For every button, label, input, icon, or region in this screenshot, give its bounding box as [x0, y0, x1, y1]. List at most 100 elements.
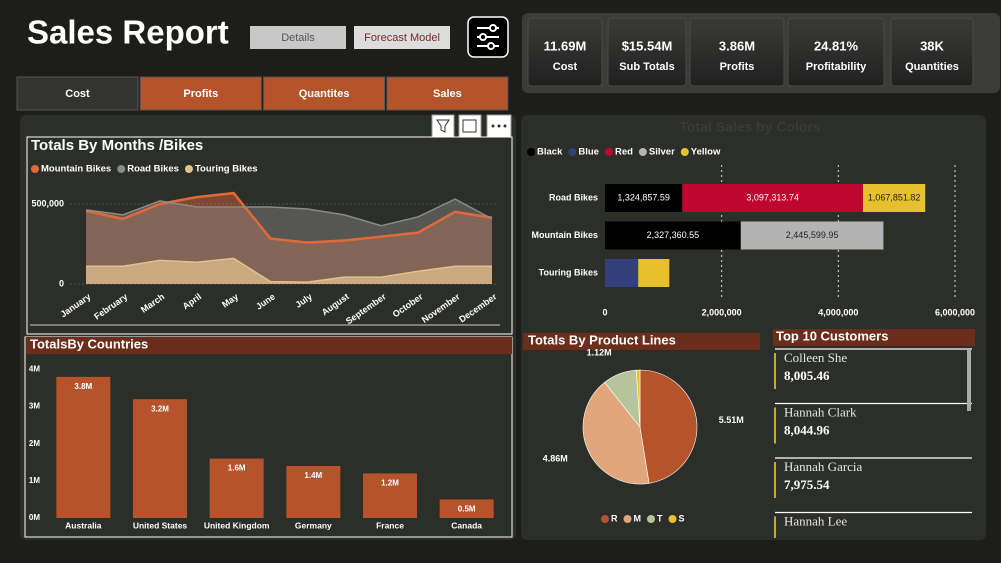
bar-segment [605, 221, 741, 250]
x-tick-label: 4,000,000 [818, 307, 858, 317]
customer-name: Hannah Lee [784, 513, 847, 528]
details-button[interactable] [250, 26, 346, 49]
title-bar [773, 329, 975, 346]
y-tick-label: 4M [29, 365, 40, 374]
kpi-card [787, 17, 885, 87]
kpi-label: Quantities [905, 61, 959, 73]
kpi-cards: 11.69M Cost $15.54M Sub Totals 3.86M Profits 2… [527, 17, 974, 87]
visual-toolbar[interactable] [431, 114, 512, 138]
filter-icon-button[interactable] [467, 16, 509, 58]
y-tick-label: 0M [29, 513, 40, 522]
tab-label[interactable]: Cost [65, 88, 90, 100]
tab[interactable] [139, 76, 262, 111]
button-label[interactable]: Forecast Model [364, 32, 440, 44]
legend-label: Yellow [691, 147, 721, 158]
customer-name: Hannah Clark [784, 404, 857, 419]
legend-label: Blue [578, 147, 599, 158]
x-tick-label: France [376, 520, 404, 530]
y-tick-label: 2M [29, 439, 40, 448]
kpi-value: 11.69M [544, 38, 587, 53]
slice-label: 4.86M [543, 453, 568, 463]
forecast-button[interactable] [354, 26, 450, 49]
customer-name: Hannah Garcia [784, 459, 863, 474]
area-chart-frame [26, 136, 513, 335]
bar [439, 499, 494, 518]
kpi-label: Sub Totals [619, 61, 674, 73]
legend-marker [568, 148, 577, 156]
area-fill [86, 258, 492, 284]
x-tick-label: United Kingdom [204, 520, 270, 530]
tab[interactable] [263, 76, 386, 111]
customer-amount: 7,975.54 [784, 477, 830, 492]
button-label[interactable]: Details [281, 32, 315, 44]
bar-segment [605, 259, 639, 287]
bar [286, 466, 341, 518]
tabs: Cost Profits Quantites Sales [16, 76, 509, 111]
kpi-card [527, 17, 603, 87]
slice-label: 1.12M [587, 348, 612, 358]
pie-slice [635, 369, 641, 428]
chart-title: Totals By Product Lines [528, 332, 676, 347]
bar-value-label: 1.2M [381, 479, 399, 488]
kpi-card [689, 17, 785, 87]
y-tick-label: 0 [59, 278, 64, 288]
bar-value-label: 1,324,857.59 [617, 192, 670, 202]
series-line [86, 257, 492, 283]
bar [363, 473, 417, 518]
legend-marker [527, 148, 535, 156]
y-tick-label: Mountain Bikes [531, 230, 598, 240]
customer-amount: 8,044.96 [784, 422, 830, 437]
page-title: Sales Report [27, 14, 229, 51]
tab[interactable] [16, 76, 139, 111]
bar-value-label: 3.8M [74, 382, 92, 391]
legend-marker [117, 165, 126, 173]
tab[interactable] [386, 76, 509, 111]
legend-label: Silver [649, 147, 675, 158]
kpi-value: $15.54M [622, 38, 673, 53]
legend-label: S [679, 513, 685, 523]
pie-slice [639, 369, 698, 484]
x-tick-label: 2,000,000 [702, 307, 742, 317]
legend-label: Touring Bikes [195, 164, 258, 175]
legend-label: Mountain Bikes [41, 164, 111, 175]
kpi-value: 24.81% [814, 38, 859, 53]
legend-label: Road Bikes [127, 164, 179, 175]
y-tick-label: Road Bikes [549, 192, 598, 202]
chart-title: Total Sales by Colors [679, 119, 821, 135]
bar-value-label: 3,097,313.74 [746, 192, 799, 202]
right-panel [521, 115, 986, 540]
legend-marker [31, 165, 39, 173]
legend-label: R [611, 513, 618, 523]
bar-value-label: 0.5M [458, 505, 476, 514]
tab-label[interactable]: Quantites [299, 88, 350, 100]
legend-marker [601, 515, 609, 523]
tab-label[interactable]: Sales [433, 88, 462, 100]
y-tick-label: Touring Bikes [539, 267, 598, 277]
bar-value-label: 1.4M [304, 471, 322, 480]
legend-label: Red [615, 147, 633, 158]
y-tick-label: 1M [29, 476, 40, 485]
bar-segment [740, 221, 884, 250]
bar-value-label: 1,067,851.82 [868, 192, 921, 202]
x-tick-label: 0 [602, 307, 607, 317]
kpi-value: 3.86M [719, 38, 755, 53]
tab-label[interactable]: Profits [183, 88, 218, 100]
kpi-label: Profits [720, 61, 755, 73]
legend-marker [668, 515, 677, 523]
pie-slice [582, 381, 650, 485]
scrollbar[interactable] [967, 349, 971, 411]
x-tick-label: Canada [451, 520, 482, 530]
legend-marker [647, 515, 655, 523]
bar-segment [638, 259, 670, 287]
legend-label: M [634, 513, 642, 523]
legend-marker [604, 148, 613, 156]
chart-title: TotalsBy Countries [30, 336, 148, 351]
bar-value-label: 2,327,360.55 [647, 230, 700, 240]
y-tick-label: 500,000 [31, 198, 64, 208]
legend-label: Black [537, 147, 563, 158]
bar-segment [862, 184, 926, 212]
customer-list: Colleen She 8,005.46 Hannah Clark 8,044.96 H… [774, 348, 972, 538]
bar-segment [682, 184, 863, 212]
legend-marker [623, 515, 632, 523]
